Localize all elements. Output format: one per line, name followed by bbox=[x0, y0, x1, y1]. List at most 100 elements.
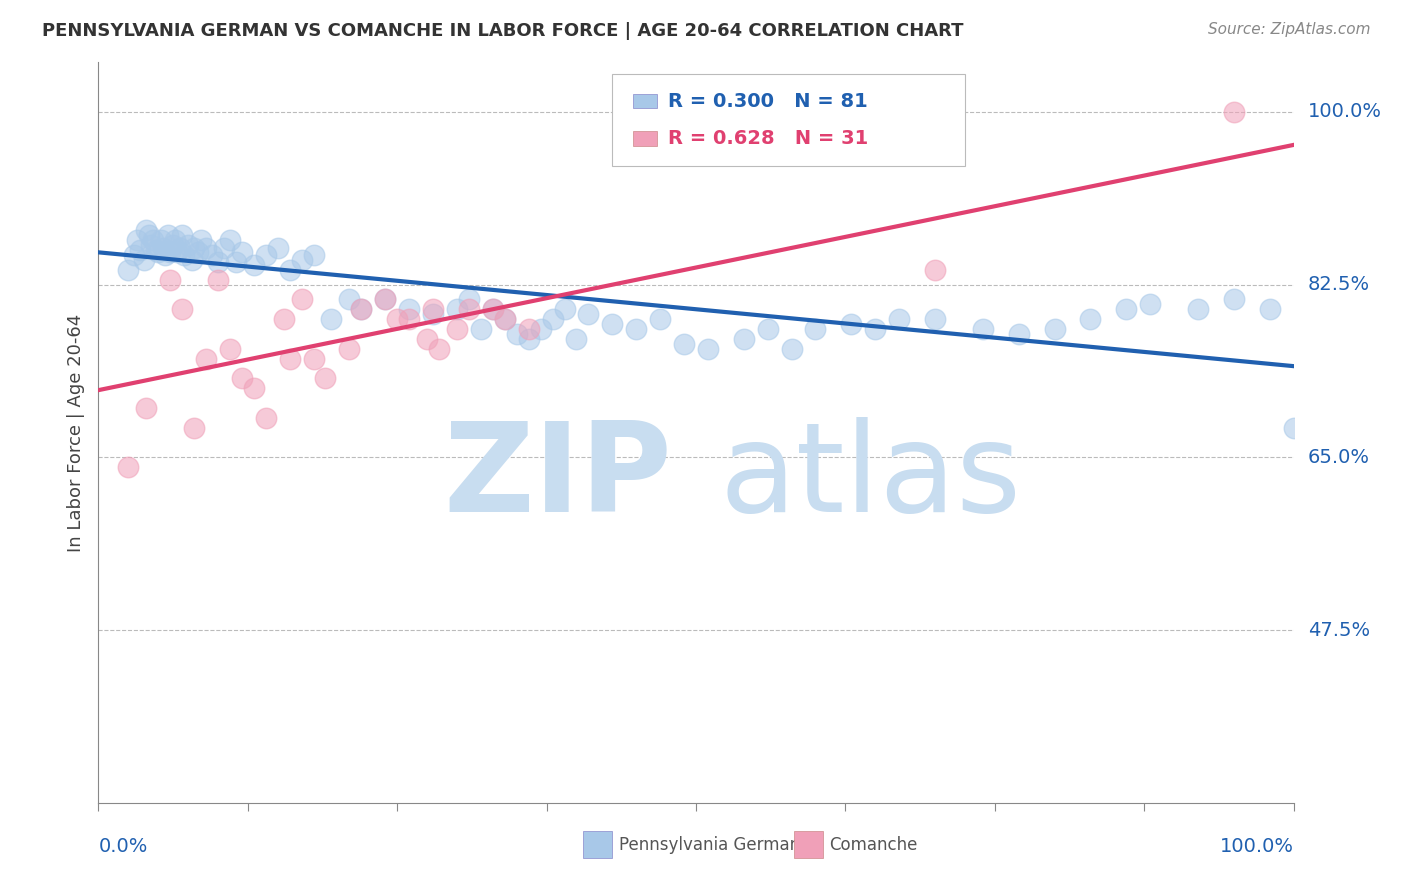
Point bbox=[149, 233, 172, 247]
Bar bbox=[633, 131, 657, 146]
Text: PENNSYLVANIA GERMAN VS COMANCHE IN LABOR FORCE | AGE 20-64 CORRELATION CHART: PENNSYLVANIA GERMAN VS COMANCHE IN LABOR… bbox=[42, 22, 963, 40]
Text: R = 0.628   N = 31: R = 0.628 N = 31 bbox=[668, 129, 869, 148]
Point bbox=[302, 248, 325, 262]
Point bbox=[1223, 293, 1246, 307]
Point bbox=[195, 241, 218, 255]
Point bbox=[173, 248, 195, 262]
Point bbox=[374, 293, 396, 307]
Point bbox=[302, 351, 325, 366]
Text: 0.0%: 0.0% bbox=[98, 838, 148, 856]
Point bbox=[1080, 312, 1102, 326]
Point bbox=[422, 302, 444, 317]
Point bbox=[446, 302, 468, 317]
Point bbox=[142, 233, 165, 247]
Point bbox=[117, 460, 139, 475]
Text: Comanche: Comanche bbox=[830, 836, 918, 854]
Point bbox=[172, 228, 194, 243]
Point bbox=[889, 312, 911, 326]
Text: Pennsylvania Germans: Pennsylvania Germans bbox=[619, 836, 808, 854]
Point bbox=[602, 317, 624, 331]
Text: R = 0.300   N = 81: R = 0.300 N = 81 bbox=[668, 92, 869, 111]
Text: Source: ZipAtlas.com: Source: ZipAtlas.com bbox=[1208, 22, 1371, 37]
Text: ZIP: ZIP bbox=[443, 417, 672, 538]
Point bbox=[517, 332, 540, 346]
Point bbox=[219, 233, 242, 247]
Point bbox=[481, 302, 505, 317]
Point bbox=[135, 401, 157, 415]
Point bbox=[458, 302, 481, 317]
Point bbox=[416, 332, 439, 346]
Point bbox=[733, 332, 755, 346]
Bar bbox=[633, 94, 657, 109]
Point bbox=[1139, 297, 1161, 311]
Point bbox=[398, 312, 420, 326]
Point bbox=[254, 410, 277, 425]
Point bbox=[374, 293, 396, 307]
Point bbox=[135, 223, 157, 237]
Point bbox=[470, 322, 492, 336]
Point bbox=[278, 262, 301, 277]
Point bbox=[180, 252, 202, 267]
Point bbox=[124, 248, 146, 262]
Point bbox=[219, 342, 242, 356]
Point bbox=[427, 342, 450, 356]
Point bbox=[212, 241, 235, 255]
Text: 100.0%: 100.0% bbox=[1219, 838, 1294, 856]
Point bbox=[398, 302, 420, 317]
Point bbox=[626, 322, 648, 336]
FancyBboxPatch shape bbox=[613, 73, 965, 166]
Point bbox=[1187, 302, 1209, 317]
Point bbox=[155, 248, 177, 262]
Point bbox=[446, 322, 468, 336]
Point bbox=[159, 244, 181, 259]
Point bbox=[1223, 104, 1246, 119]
Point bbox=[339, 293, 361, 307]
Point bbox=[385, 312, 409, 326]
Point bbox=[125, 233, 148, 247]
Text: 47.5%: 47.5% bbox=[1308, 621, 1369, 640]
Point bbox=[243, 381, 266, 395]
Point bbox=[697, 342, 720, 356]
Point bbox=[321, 312, 343, 326]
Point bbox=[129, 243, 152, 257]
Point bbox=[530, 322, 553, 336]
Point bbox=[339, 342, 361, 356]
Text: atlas: atlas bbox=[720, 417, 1022, 538]
Point bbox=[145, 243, 167, 257]
Point bbox=[924, 312, 946, 326]
Text: 100.0%: 100.0% bbox=[1308, 103, 1382, 121]
Point bbox=[132, 252, 155, 267]
Point bbox=[578, 307, 600, 321]
Point bbox=[163, 233, 186, 247]
Point bbox=[148, 244, 170, 259]
Point bbox=[138, 228, 160, 243]
Point bbox=[190, 233, 212, 247]
Point bbox=[243, 258, 266, 272]
Point bbox=[1258, 302, 1281, 317]
Point bbox=[117, 262, 139, 277]
Point bbox=[183, 241, 205, 255]
Point bbox=[315, 371, 337, 385]
Point bbox=[673, 336, 696, 351]
Point bbox=[458, 293, 481, 307]
Point bbox=[350, 302, 373, 317]
Point bbox=[804, 322, 827, 336]
Point bbox=[291, 252, 314, 267]
Point bbox=[169, 241, 191, 255]
Point bbox=[156, 228, 179, 243]
Point bbox=[207, 255, 229, 269]
Point bbox=[1115, 302, 1137, 317]
Point bbox=[1282, 420, 1305, 434]
Point bbox=[201, 248, 224, 262]
Point bbox=[494, 312, 516, 326]
Point bbox=[177, 238, 200, 252]
Point bbox=[1008, 326, 1031, 341]
Point bbox=[254, 248, 277, 262]
Point bbox=[278, 351, 301, 366]
Point bbox=[841, 317, 863, 331]
Point bbox=[166, 244, 188, 259]
Point bbox=[780, 342, 803, 356]
Point bbox=[207, 272, 229, 286]
Point bbox=[865, 322, 887, 336]
Point bbox=[152, 241, 174, 255]
